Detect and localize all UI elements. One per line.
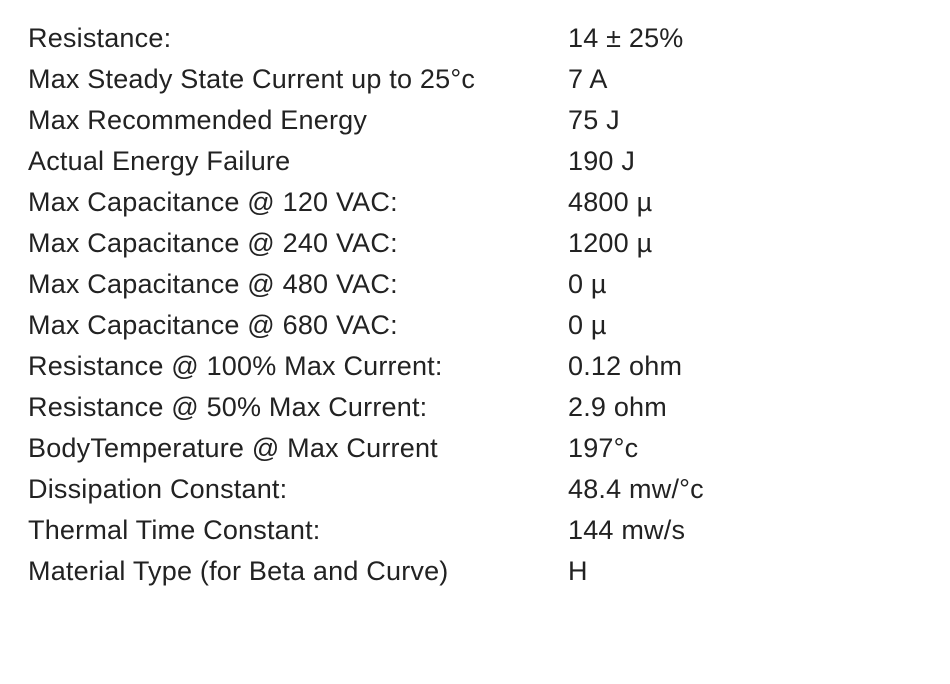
spec-value: 2.9 ohm: [568, 394, 922, 421]
spec-label: Max Capacitance @ 680 VAC:: [28, 312, 568, 339]
table-row: Resistance @ 100% Max Current: 0.12 ohm: [28, 346, 922, 387]
spec-value: 0 µ: [568, 312, 922, 339]
spec-label: Material Type (for Beta and Curve): [28, 558, 568, 585]
table-row: BodyTemperature @ Max Current 197°c: [28, 428, 922, 469]
spec-value: 197°c: [568, 435, 922, 462]
spec-label: Max Steady State Current up to 25°c: [28, 66, 568, 93]
spec-value: 48.4 mw/°c: [568, 476, 922, 503]
table-row: Dissipation Constant: 48.4 mw/°c: [28, 469, 922, 510]
table-row: Max Capacitance @ 240 VAC: 1200 µ: [28, 223, 922, 264]
table-row: Resistance @ 50% Max Current: 2.9 ohm: [28, 387, 922, 428]
spec-value: 7 A: [568, 66, 922, 93]
spec-label: Thermal Time Constant:: [28, 517, 568, 544]
spec-label: BodyTemperature @ Max Current: [28, 435, 568, 462]
spec-value: 4800 µ: [568, 189, 922, 216]
table-row: Max Capacitance @ 480 VAC: 0 µ: [28, 264, 922, 305]
spec-value: 1200 µ: [568, 230, 922, 257]
spec-label: Max Capacitance @ 240 VAC:: [28, 230, 568, 257]
spec-label: Resistance:: [28, 25, 568, 52]
spec-value: 75 J: [568, 107, 922, 134]
spec-value: 190 J: [568, 148, 922, 175]
spec-value: 0.12 ohm: [568, 353, 922, 380]
spec-label: Dissipation Constant:: [28, 476, 568, 503]
spec-value: 14 ± 25%: [568, 25, 922, 52]
table-row: Max Steady State Current up to 25°c 7 A: [28, 59, 922, 100]
table-row: Max Capacitance @ 120 VAC: 4800 µ: [28, 182, 922, 223]
table-row: Actual Energy Failure 190 J: [28, 141, 922, 182]
spec-label: Resistance @ 50% Max Current:: [28, 394, 568, 421]
table-row: Resistance: 14 ± 25%: [28, 18, 922, 59]
spec-label: Actual Energy Failure: [28, 148, 568, 175]
spec-table: Resistance: 14 ± 25% Max Steady State Cu…: [0, 0, 950, 610]
table-row: Thermal Time Constant: 144 mw/s: [28, 510, 922, 551]
spec-value: 0 µ: [568, 271, 922, 298]
table-row: Material Type (for Beta and Curve) H: [28, 551, 922, 592]
spec-label: Max Recommended Energy: [28, 107, 568, 134]
spec-value: H: [568, 558, 922, 585]
spec-label: Max Capacitance @ 120 VAC:: [28, 189, 568, 216]
spec-value: 144 mw/s: [568, 517, 922, 544]
table-row: Max Recommended Energy 75 J: [28, 100, 922, 141]
table-row: Max Capacitance @ 680 VAC: 0 µ: [28, 305, 922, 346]
spec-label: Max Capacitance @ 480 VAC:: [28, 271, 568, 298]
spec-label: Resistance @ 100% Max Current:: [28, 353, 568, 380]
